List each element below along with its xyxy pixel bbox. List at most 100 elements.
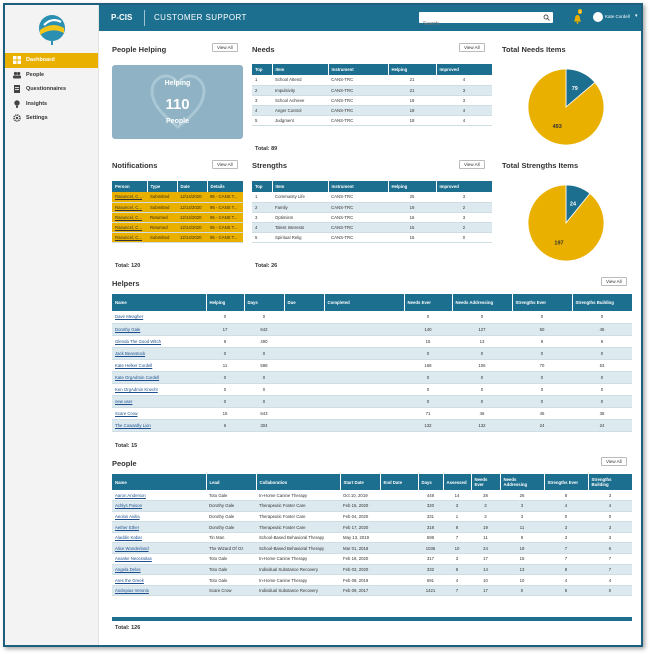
search-input[interactable] (419, 18, 537, 30)
table-row[interactable]: Aladdin Kabar Tin Man School-Based Behavio… (112, 532, 632, 544)
column-header[interactable]: Needs Ever (404, 294, 453, 311)
table-scrollbar[interactable] (112, 617, 632, 621)
table-cell[interactable]: Kate Helker Cordell (112, 359, 206, 372)
table-cell[interactable]: Rasuncel, C... (112, 222, 147, 233)
table-cell[interactable]: Glenda The Good Witch (112, 335, 206, 348)
column-header[interactable]: Top (252, 64, 273, 75)
column-header[interactable]: Person (112, 181, 148, 192)
table-row[interactable]: Rasuncel, C... Submitted 12/14/2020 95 - CA… (112, 202, 243, 213)
strengths-view-all-button[interactable]: View All (459, 160, 485, 169)
table-cell[interactable]: Dave Meagher (112, 311, 206, 324)
table-row[interactable]: 1 School Attend CANS-TRC 21 4 (252, 75, 492, 86)
column-header[interactable]: Helping (206, 294, 245, 311)
table-row[interactable]: 1 Community Life CANS-TRC 25 3 (252, 192, 492, 203)
column-header[interactable]: Helping (388, 64, 437, 75)
column-header[interactable]: Collaboration (256, 474, 341, 490)
table-row[interactable]: Rasuncel, C... Returned 12/14/2020 95 - CAN… (112, 222, 243, 233)
people-view-all-button[interactable]: View All (601, 457, 627, 466)
table-row[interactable]: Glenda The Good Witch 9 490 15 13 9 9 (112, 335, 632, 348)
column-header[interactable]: Name (112, 474, 207, 490)
table-cell[interactable]: Dorothy Gale (112, 323, 206, 336)
pie-slice[interactable] (527, 184, 605, 262)
table-row[interactable]: Asclepius Veronis Scare Crow Individual Su… (112, 585, 632, 597)
table-row[interactable]: new user 0 0 0 0 0 0 (112, 395, 632, 408)
table-row[interactable]: Rasuncel, C... Submitted 12/14/2020 95 - CA… (112, 192, 243, 203)
sidebar-item-settings[interactable]: Settings (5, 111, 98, 126)
sidebar-item-people[interactable]: People (5, 68, 98, 83)
table-row[interactable]: Scare Crow 15 643 71 46 45 38 (112, 407, 632, 420)
search-icon[interactable] (543, 14, 550, 21)
column-header[interactable]: Strengths Ever (512, 294, 573, 311)
table-row[interactable]: Ares the Greek Toto Gale In-Home Canine Th… (112, 574, 632, 586)
column-header[interactable]: Instrument (328, 64, 389, 75)
column-header[interactable]: Details (207, 181, 244, 192)
table-cell[interactable]: Rasuncel, C... (112, 212, 147, 223)
table-row[interactable]: Ken OrgAdmin Knecht 0 0 0 0 0 0 (112, 383, 632, 396)
column-header[interactable]: Helping (388, 181, 437, 192)
table-row[interactable]: Alice Wonderland The Wizard Of Oz School-B… (112, 542, 632, 555)
table-cell[interactable]: Kate OrgAdmin Cordell (112, 371, 206, 384)
column-header[interactable]: Start Date (340, 474, 381, 490)
people-helping-view-all-button[interactable]: View All (212, 43, 238, 52)
column-header[interactable]: Days (244, 294, 285, 311)
table-row[interactable]: Aaron Anderson Toto Gale In-Home Canine Th… (112, 490, 632, 502)
table-row[interactable]: Achlys Poison Dorothy Gale Therapeutic Fos… (112, 500, 632, 512)
table-row[interactable]: Ananke Necessitas Toto Gale In-Home Canine… (112, 553, 632, 565)
notifications-view-all-button[interactable]: View All (212, 160, 238, 169)
column-header[interactable]: Needs Addressing (500, 474, 545, 490)
table-cell[interactable]: Achlys Poison (112, 500, 206, 512)
table-row[interactable]: Angela Delos Toto Gale Individual Substanc… (112, 564, 632, 576)
table-cell[interactable]: Rasuncel, C... (112, 192, 147, 203)
chevron-down-icon[interactable]: ▾ (635, 13, 638, 19)
notification-bell[interactable]: 1 (573, 9, 583, 29)
table-cell[interactable]: Jack Beanstock (112, 347, 206, 360)
column-header[interactable]: Needs Ever (471, 474, 501, 490)
table-row[interactable]: Dorothy Gale 17 642 140 127 50 45 (112, 323, 632, 336)
table-row[interactable]: Kate OrgAdmin Cordell 0 0 0 0 0 0 (112, 371, 632, 384)
table-cell[interactable]: new user (112, 395, 206, 408)
column-header[interactable]: Strengths Building (588, 474, 633, 490)
column-header[interactable]: Days (418, 474, 444, 490)
column-header[interactable]: Improved (436, 64, 493, 75)
table-row[interactable]: Rasuncel, C... Submitted 12/14/2020 95 - CA… (112, 232, 243, 243)
table-row[interactable]: The Cowardly Lion 6 304 132 132 24 24 (112, 419, 632, 432)
table-cell[interactable]: The Cowardly Lion (112, 419, 206, 432)
table-cell[interactable]: Aladdin Kabar (112, 532, 206, 544)
column-header[interactable]: Assessed (443, 474, 472, 490)
table-row[interactable]: 2 Impulsivity CANS-TRC 21 3 (252, 85, 492, 96)
column-header[interactable]: Strengths Ever (544, 474, 589, 490)
column-header[interactable]: Improved (436, 181, 493, 192)
table-cell[interactable]: Ken OrgAdmin Knecht (112, 383, 206, 396)
table-cell[interactable]: Aeolus Aiolia (112, 511, 206, 523)
column-header[interactable]: Item (272, 64, 329, 75)
sidebar-item-insights[interactable]: Insights (5, 97, 98, 112)
table-row[interactable]: Aeolus Aiolia Dorothy Gale Therapeutic Fos… (112, 511, 632, 523)
sidebar-item-dashboard[interactable]: Dashboard (5, 53, 98, 68)
table-cell[interactable]: Rasuncel, C... (112, 232, 147, 243)
people-helping-card[interactable]: Helping 110 People (112, 65, 243, 139)
column-header[interactable]: Completed (324, 294, 405, 311)
table-row[interactable]: 5 Spiritual Relig CANS-TRC 15 0 (252, 232, 492, 243)
column-header[interactable]: Lead (206, 474, 257, 490)
table-row[interactable]: 3 School Achieve CANS-TRC 19 3 (252, 95, 492, 106)
table-cell[interactable]: Ares the Greek (112, 574, 206, 586)
table-cell[interactable]: Rasuncel, C... (112, 202, 147, 213)
column-header[interactable]: Needs Addressing (452, 294, 513, 311)
table-row[interactable]: Aether Ether Dorothy Gale Therapeutic Fost… (112, 521, 632, 533)
column-header[interactable]: Item (272, 181, 329, 192)
helpers-view-all-button[interactable]: View All (601, 277, 627, 286)
table-row[interactable]: Kate Helker Cordell 11 598 168 106 70 53 (112, 359, 632, 372)
pie-slice[interactable] (527, 68, 605, 146)
column-header[interactable]: Name (112, 294, 207, 311)
table-cell[interactable]: Alice Wonderland (112, 542, 206, 555)
table-row[interactable]: 5 Judgment CANS-TRC 18 4 (252, 115, 492, 126)
column-header[interactable]: Instrument (328, 181, 389, 192)
sidebar-item-questionnaires[interactable]: Questionnaires (5, 82, 98, 97)
column-header[interactable]: Date (177, 181, 208, 192)
table-row[interactable]: 4 Anger Control CANS-TRC 18 4 (252, 105, 492, 116)
avatar[interactable] (593, 12, 603, 22)
table-cell[interactable]: Aaron Anderson (112, 490, 206, 502)
table-cell[interactable]: Scare Crow (112, 407, 206, 420)
table-row[interactable]: Jack Beanstock 0 0 0 0 0 0 (112, 347, 632, 360)
user-name[interactable]: Kate Cordell (605, 14, 630, 19)
